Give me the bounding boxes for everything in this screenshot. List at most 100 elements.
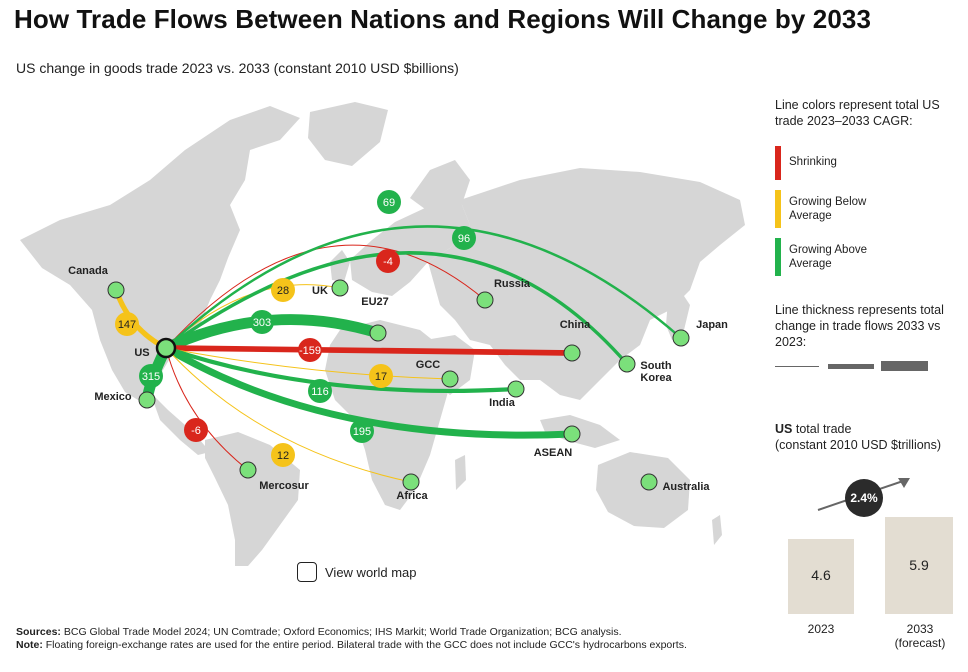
legend-swatch-growing-above	[775, 238, 781, 276]
value-label-asean: 195	[353, 426, 371, 438]
flow-line-russia	[165, 244, 486, 349]
chart-title: How Trade Flows Between Nations and Regi…	[14, 4, 872, 34]
new-zealand-land	[712, 515, 722, 545]
japan-land	[666, 290, 690, 340]
thickness-sample-thick	[881, 361, 928, 371]
value-label-japan: 69	[383, 197, 395, 209]
flow-map: Canada 147 Mexico 315 UK 28 EU27 303 Russia -4 Jap…	[20, 102, 745, 566]
label-eu27: EU27	[361, 296, 389, 308]
value-badge-india	[308, 379, 332, 403]
value-label-africa: 12	[277, 450, 289, 462]
flow-line-gcc	[165, 347, 451, 380]
node-india[interactable]	[507, 380, 525, 398]
value-badge-canada	[115, 312, 139, 336]
bar-2023-value: 4.6	[811, 567, 831, 584]
value-badge-russia	[376, 249, 400, 273]
value-label-eu27: 303	[253, 317, 271, 329]
flow-line-asean	[164, 345, 573, 439]
flow-line-africa	[165, 347, 412, 483]
uk-land	[330, 250, 350, 282]
note-label: Note:	[16, 639, 43, 651]
node-us[interactable]	[155, 337, 177, 359]
bar-2033	[885, 517, 953, 614]
flow-line-japan	[165, 225, 682, 349]
value-label-russia: -4	[383, 256, 393, 268]
africa-land	[325, 320, 450, 510]
legend-label-growing-below: Growing Below Average	[789, 196, 867, 222]
bar-2023	[788, 538, 854, 614]
world-landmass	[20, 102, 745, 566]
view-world-map-toggle[interactable]: View world map	[297, 562, 417, 582]
scandinavia-land	[410, 160, 470, 220]
us-total-title-rest: total trade	[792, 422, 852, 436]
value-badge-africa	[271, 443, 295, 467]
sources-label: Sources:	[16, 626, 61, 638]
value-label-mercosur: -6	[191, 425, 201, 437]
node-mercosur[interactable]	[239, 461, 257, 479]
label-mexico: Mexico	[94, 391, 132, 403]
label-us: US	[134, 347, 149, 359]
greenland-land	[308, 102, 388, 166]
madagascar-land	[455, 455, 466, 490]
bar-2033-year: 2033 (forecast)	[885, 622, 955, 650]
bar-2033-year-label: 2033	[906, 622, 934, 636]
value-badge-eu27	[250, 310, 274, 334]
node-canada[interactable]	[107, 281, 125, 299]
value-badge-uk	[271, 278, 295, 302]
value-badge-japan	[377, 190, 401, 214]
label-mercosur: Mercosur	[259, 480, 309, 492]
flow-line-china	[165, 345, 573, 356]
legend-color-title: Line colors represent total US trade 202…	[775, 98, 940, 128]
legend-label-shrinking: Shrinking	[789, 156, 837, 168]
legend-swatch-growing-below	[775, 190, 781, 228]
node-uk[interactable]	[331, 279, 349, 297]
value-badge-gcc	[369, 364, 393, 388]
chart-subtitle: US change in goods trade 2023 vs. 2033 (…	[16, 60, 459, 76]
cagr-badge: 2.4%	[845, 479, 883, 517]
node-eu27[interactable]	[369, 324, 387, 342]
node-africa[interactable]	[402, 473, 420, 491]
bar-2033-forecast-note: (forecast)	[894, 636, 946, 650]
south-america-land	[205, 432, 300, 566]
node-asean[interactable]	[563, 425, 581, 443]
value-badge-mercosur	[184, 418, 208, 442]
asia-land	[428, 168, 745, 400]
label-china: China	[560, 319, 591, 331]
node-china[interactable]	[563, 344, 581, 362]
node-south-korea[interactable]	[618, 355, 636, 373]
thickness-sample-thin	[775, 366, 819, 367]
sources-text: BCG Global Trade Model 2024; UN Comtrade…	[60, 626, 622, 638]
legend-label-growing-above: Growing Above Average	[789, 244, 867, 270]
legend-swatch-shrinking	[775, 146, 781, 180]
bar-2033-value: 5.9	[909, 556, 929, 573]
australia-land	[596, 452, 690, 528]
node-russia[interactable]	[476, 291, 494, 309]
legend-thickness-title: Line thickness represents total change i…	[775, 303, 944, 349]
label-japan: Japan	[696, 319, 728, 331]
sources-note: Sources: BCG Global Trade Model 2024; UN…	[16, 626, 687, 652]
node-japan[interactable]	[672, 329, 690, 347]
label-canada: Canada	[68, 265, 109, 277]
label-australia: Australia	[662, 481, 710, 493]
node-australia[interactable]	[640, 473, 658, 491]
value-badge-asean	[350, 419, 374, 443]
label-south-korea: South Korea	[640, 360, 672, 384]
flow-line-south-korea	[164, 251, 629, 366]
value-label-mexico: 315	[142, 371, 160, 383]
bar-2023-year: 2023	[807, 622, 835, 636]
north-america-land	[20, 106, 300, 400]
value-badge-south-korea	[452, 226, 476, 250]
node-mexico[interactable]	[138, 391, 156, 409]
us-total-title-bold: US	[775, 422, 793, 436]
view-world-map-checkbox[interactable]	[297, 562, 317, 582]
value-label-uk: 28	[277, 285, 289, 297]
node-gcc[interactable]	[441, 370, 459, 388]
value-label-china: -159	[299, 345, 321, 357]
value-label-india: 116	[311, 386, 329, 398]
label-uk: UK	[312, 285, 328, 297]
value-label-canada: 147	[118, 319, 136, 331]
us-total-subtitle: (constant 2010 USD $trillions)	[775, 438, 942, 452]
value-badge-china	[298, 338, 322, 362]
us-total-title: US total trade (constant 2010 USD $trill…	[775, 421, 941, 453]
value-label-gcc: 17	[375, 371, 387, 383]
